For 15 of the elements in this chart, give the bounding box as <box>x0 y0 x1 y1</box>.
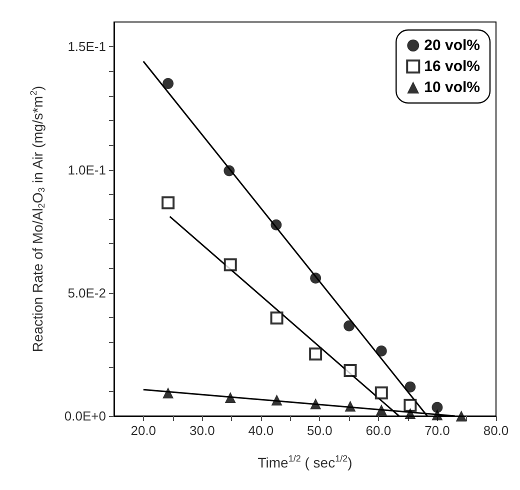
legend-label: 10 vol% <box>424 79 480 96</box>
x-tick-label: 80.0 <box>483 423 509 438</box>
y-tick-label: 1.5E-1 <box>68 39 106 54</box>
y-tick-label: 5.0E-2 <box>68 285 106 300</box>
x-tick-label: 50.0 <box>307 423 332 438</box>
x-tick-label: 30.0 <box>190 423 215 438</box>
y-tick-label: 1.0E-1 <box>68 162 106 178</box>
x-tick-label: 40.0 <box>248 423 274 438</box>
y-tick-label: 0.0E+0 <box>64 408 106 424</box>
y-axis-title: Reaction Rate of Mo/Al2O3 in Air (mg/s*m2) <box>28 86 46 352</box>
legend-label: 16 vol% <box>424 58 480 75</box>
legend-label: 20 vol% <box>424 37 480 54</box>
x-tick-label: 20.0 <box>130 423 156 438</box>
x-tick-label: 70.0 <box>424 423 450 438</box>
x-tick-label: 60.0 <box>366 423 392 438</box>
